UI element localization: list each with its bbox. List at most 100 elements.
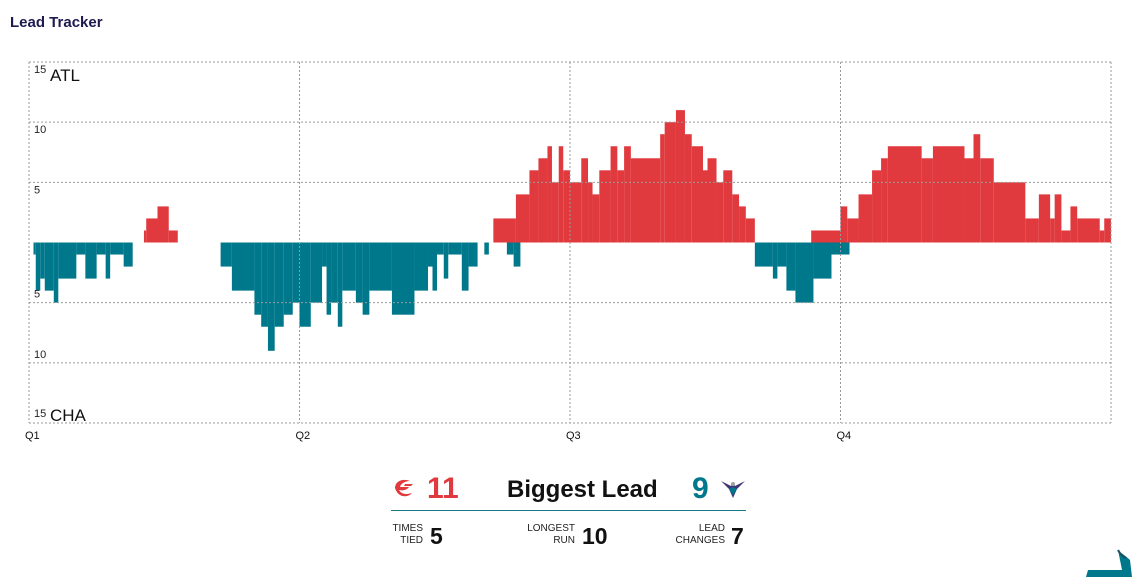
atl-lead-bar [716,182,724,243]
lead-tracker-chart: 15 10 5 5 10 15 ATL CHA Q1 Q2 Q3 Q4 [25,61,1112,442]
atl-lead-bar [515,194,530,243]
atl-lead-bar [624,146,631,243]
atl-lead-bar [932,146,965,243]
times-tied-label: TIMES TIED [392,523,423,546]
league-corner-logo-icon [1086,549,1132,577]
cha-lead-bar [33,242,36,255]
atl-lead-bar [964,158,974,243]
cha-lead-bar [96,242,106,255]
cha-lead-bar [772,242,778,279]
atl-lead-bar [551,182,559,243]
atl-lead-bar [1061,230,1071,243]
atl-lead-bar [1104,218,1111,243]
atl-lead-bar [617,170,625,243]
cha-lead-bar [754,242,773,267]
longest-run-label: LONGEST RUN [527,523,575,546]
atl-lead-bar [610,146,618,243]
atl-lead-bar [993,182,1026,243]
cha-lead-bar [283,242,293,315]
cha-lead-bar [813,242,832,279]
cha-lead-bar [362,242,370,315]
cha-lead-bar [261,242,268,327]
atl-lead-bar [1077,218,1100,243]
cha-lead-bar [461,242,469,291]
y-tick-label: 5 [34,289,40,301]
quarter-label: Q3 [566,430,581,442]
hawks-logo-icon [395,479,413,497]
cha-lead-bar [254,242,262,315]
cha-lead-bar [369,242,392,291]
quarter-label: Q2 [296,430,311,442]
cha-lead-bar [53,242,59,303]
atl-lead-bar [723,170,733,243]
atl-lead-bar [599,170,611,243]
cha-lead-bar [326,242,332,315]
atl-lead-bar [675,110,685,243]
cha-lead-bar [427,242,433,267]
atl-lead-bar [811,230,841,243]
atl-lead-bar [157,206,169,243]
cha-lead-bar [322,242,327,267]
atl-lead-bar [143,230,147,243]
atl-lead-bar [707,158,717,243]
y-tick-label: 15 [34,408,46,420]
atl-lead-bar [684,134,692,243]
cha-lead-bar [299,242,311,327]
atl-lead-bar [921,158,933,243]
atl-lead-bar [1038,194,1051,243]
atl-lead-bar [739,206,746,243]
team-label-atl: ATL [50,66,80,85]
biggest-lead-label: Biggest Lead [507,476,658,503]
cha-lead-bar [448,242,462,255]
cha-lead-bar [831,242,850,255]
biggest-lead-row: 11 Biggest Lead 9 [391,470,746,511]
atl-lead-bar [973,134,981,243]
atl-lead-bar [588,182,593,243]
lead-changes-value: 7 [731,523,744,549]
cha-lead-bar [468,242,478,267]
cha-lead-bar [443,242,449,279]
lead-changes-label: LEAD CHANGES [675,523,725,546]
cha-lead-bar [40,242,45,279]
atl-lead-bar [581,158,589,243]
atl-lead-bar [592,194,600,243]
cha-lead-bar [355,242,363,303]
atl-lead-bar [630,158,661,243]
atl-lead-bar [858,194,873,243]
cha-lead-bar [437,242,444,255]
cha-lead-bar [105,242,111,279]
atl-lead-bar [1025,218,1039,243]
longest-run-value: 10 [582,523,608,549]
cha-lead-bar [85,242,97,279]
atl-lead-bar [980,158,994,243]
cha-lead-bar [76,242,86,255]
atl-lead-bar [558,146,564,243]
cha-lead-bar [795,242,814,303]
cha-lead-bar [432,242,438,291]
atl-lead-bar [538,158,548,243]
cha-lead-bar [231,242,255,291]
atl-lead-bar [745,218,755,243]
atl-biggest-lead: 11 [427,472,459,505]
atl-lead-bar [168,230,178,243]
atl-lead-bar [1054,194,1062,243]
atl-lead-bar [146,218,158,243]
times-tied-value: 5 [430,523,443,549]
cha-lead-bar [337,242,343,327]
atl-lead-bar [1099,230,1105,243]
cha-lead-bar [484,242,489,255]
atl-lead-bar [840,206,848,243]
cha-lead-bar [292,242,300,303]
y-tick-label: 5 [34,184,40,196]
cha-lead-bar [274,242,284,327]
atl-lead-bar [547,146,552,243]
cha-lead-bar [35,242,41,291]
page-title: Lead Tracker [10,14,103,31]
cha-lead-bar [414,242,428,291]
atl-lead-bar [887,146,922,243]
atl-lead-bar [529,170,539,243]
cha-lead-bar [58,242,77,279]
atl-lead-bar [702,170,708,243]
cha-lead-bar [220,242,232,267]
atl-lead-bar [881,158,888,243]
